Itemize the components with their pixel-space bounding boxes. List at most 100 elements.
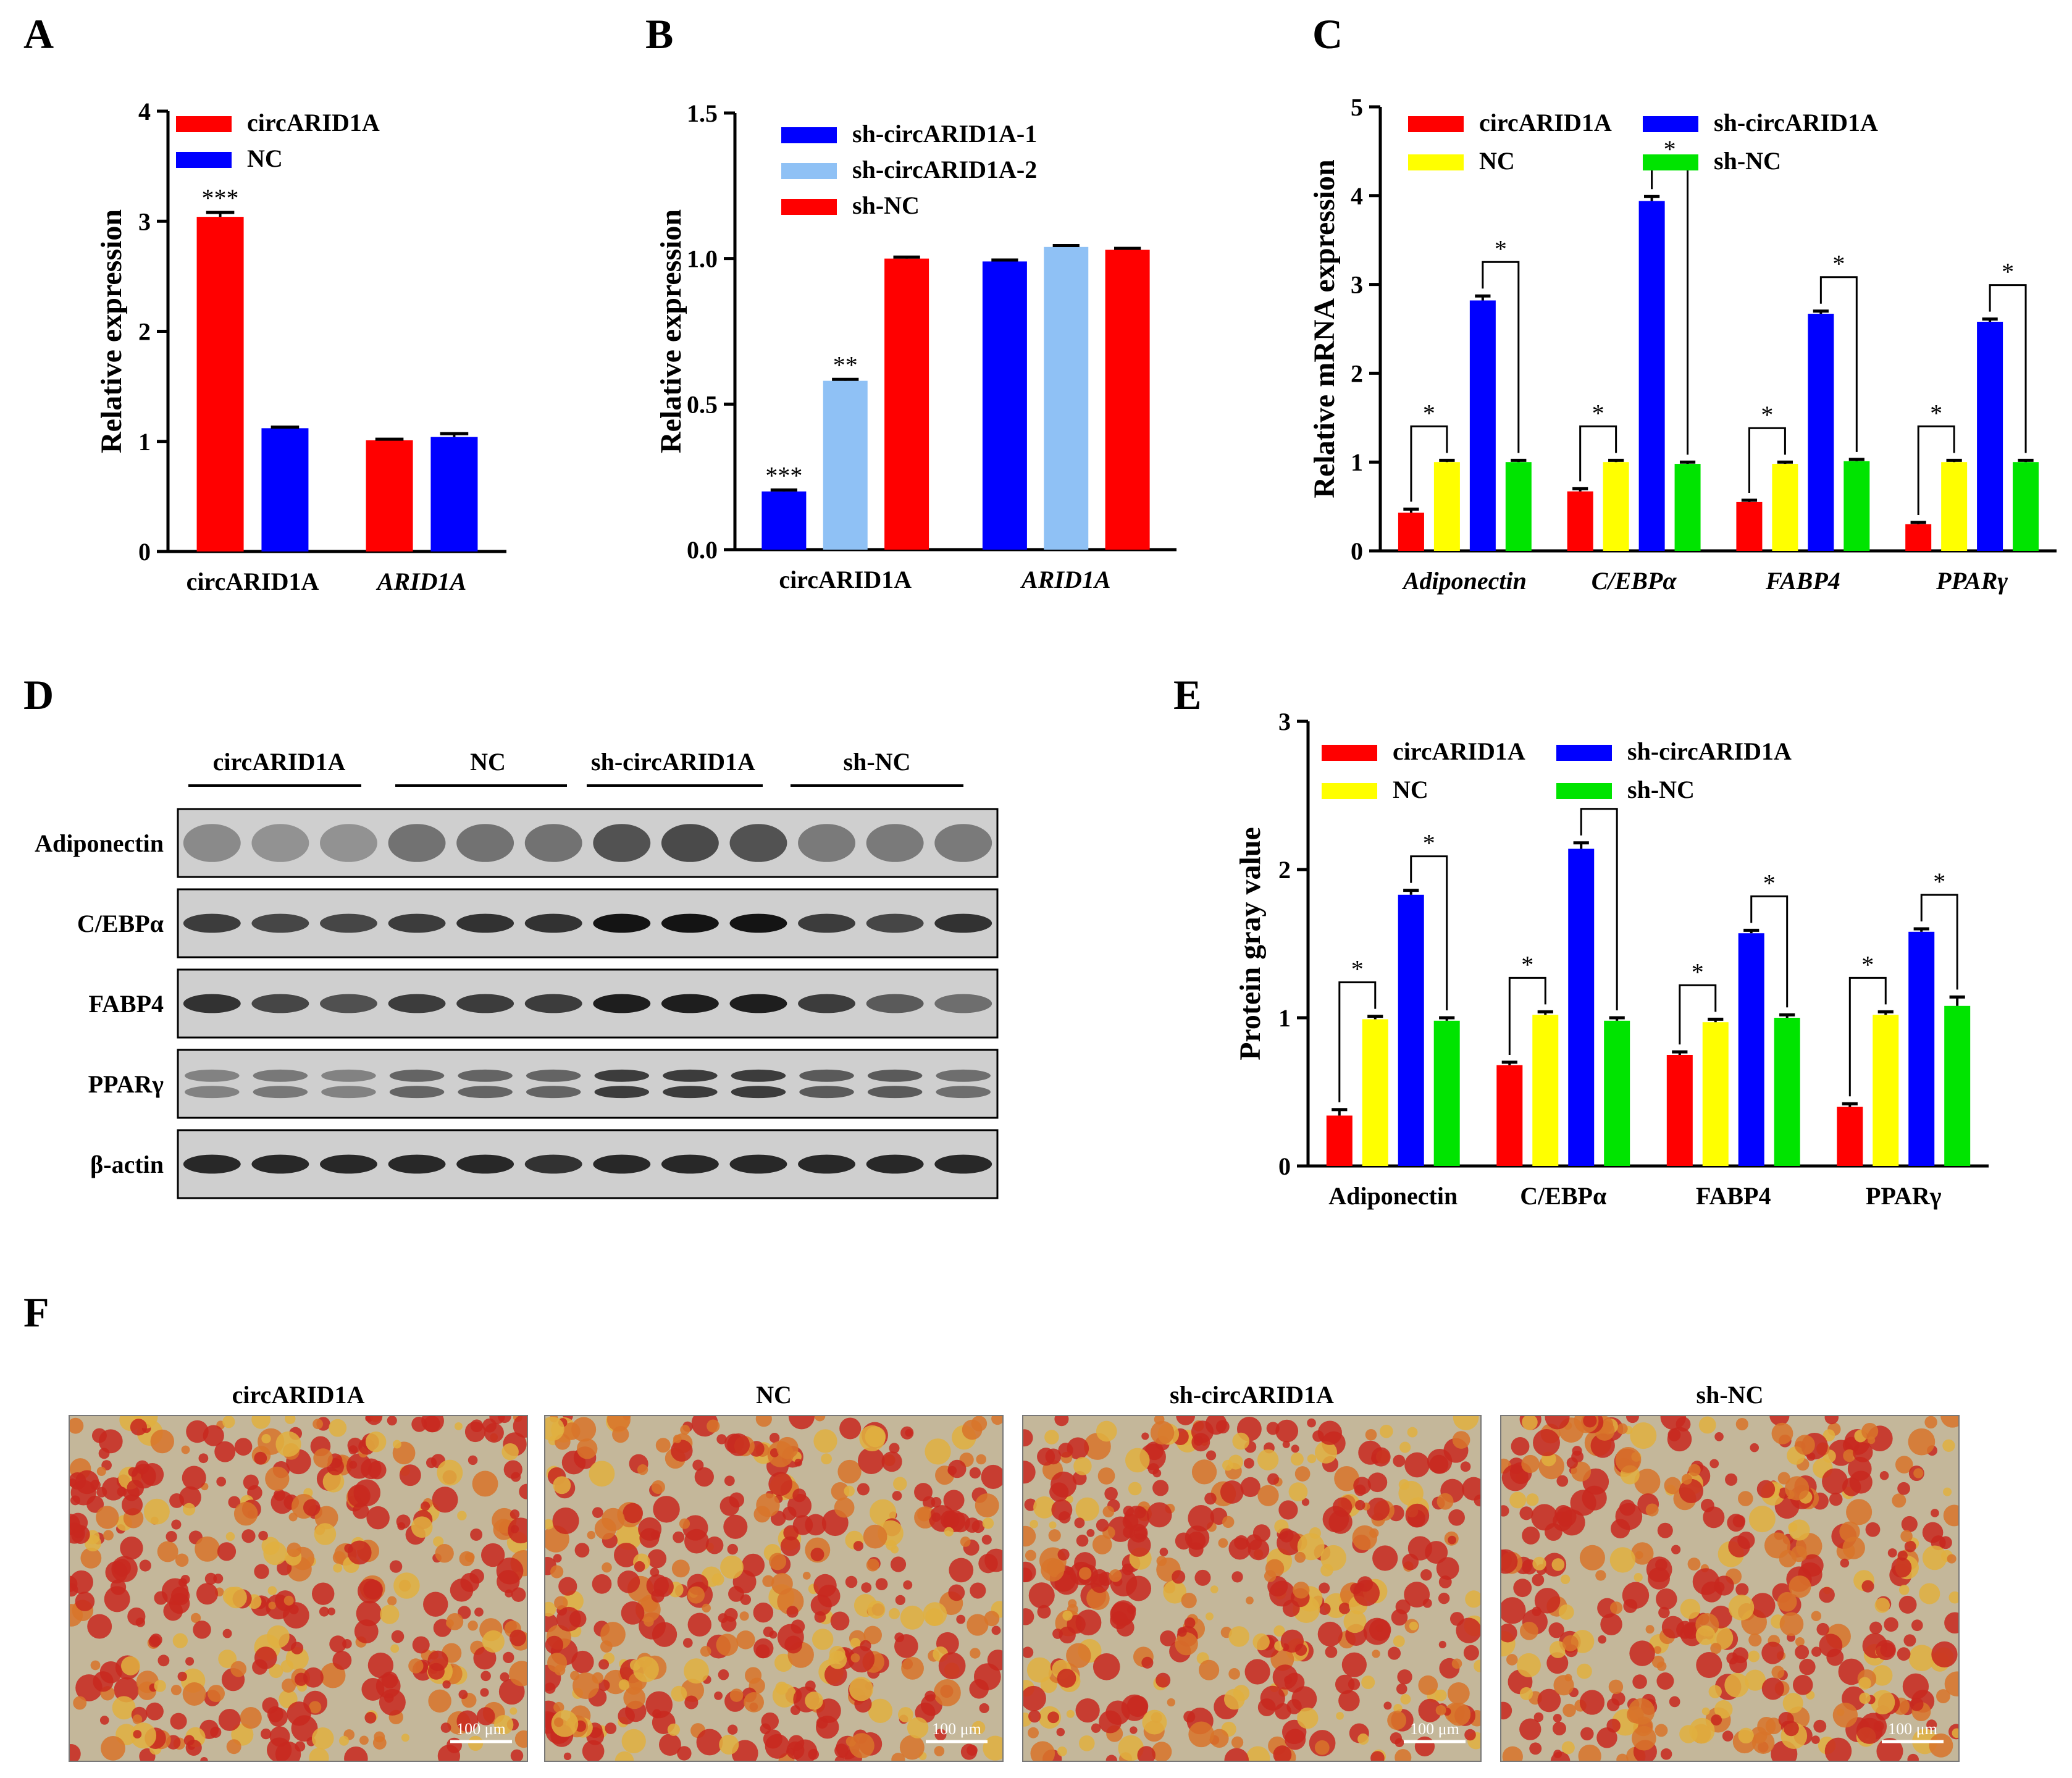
lipid-droplet xyxy=(1175,1532,1193,1550)
lipid-droplet xyxy=(1023,1646,1034,1658)
lipid-droplet xyxy=(1104,1487,1118,1501)
lipid-droplet xyxy=(1548,1622,1564,1638)
lipid-droplet xyxy=(914,1483,933,1502)
lipid-droplet xyxy=(214,1441,236,1462)
lipid-droplet xyxy=(365,1415,383,1425)
lipid-droplet xyxy=(545,1635,564,1654)
lipid-droplet xyxy=(1784,1721,1799,1737)
blot-band xyxy=(936,1086,991,1099)
category-label: C/EBPα xyxy=(1520,1182,1606,1210)
lipid-droplet xyxy=(1708,1685,1722,1698)
stain-border xyxy=(1022,1415,1482,1762)
lipid-droplet xyxy=(890,1556,907,1572)
lipid-droplet xyxy=(1156,1672,1171,1688)
lipid-droplet xyxy=(1297,1533,1325,1561)
lipid-droplet xyxy=(1297,1707,1319,1729)
lipid-droplet xyxy=(411,1516,433,1538)
lipid-droplet xyxy=(729,1688,744,1702)
lipid-droplet xyxy=(332,1651,352,1670)
lipid-droplet xyxy=(1353,1579,1380,1606)
lipid-droplet xyxy=(1025,1549,1036,1561)
lipid-droplet xyxy=(169,1493,185,1508)
lipid-droplet xyxy=(1436,1557,1459,1580)
blot-band xyxy=(183,824,241,862)
lipid-droplet xyxy=(1191,1459,1217,1485)
bar xyxy=(430,437,478,551)
lipid-droplet xyxy=(673,1531,685,1543)
lipid-droplet xyxy=(96,1466,106,1476)
lipid-droplet xyxy=(265,1466,290,1491)
lipid-droplet xyxy=(991,1625,1001,1635)
lipid-droplet xyxy=(594,1517,616,1540)
significance-stars: * xyxy=(1930,399,1942,427)
lipid-droplet xyxy=(1125,1575,1152,1601)
blot-band xyxy=(729,913,787,933)
lipid-droplet xyxy=(1750,1443,1760,1453)
lipid-droplet xyxy=(866,1558,879,1572)
lipid-droplet xyxy=(1843,1449,1856,1462)
blot-band xyxy=(526,1086,581,1099)
lipid-droplet xyxy=(69,1583,78,1597)
lipid-droplet xyxy=(769,1433,780,1443)
legend-swatch xyxy=(1643,116,1698,132)
lipid-droplet xyxy=(1879,1471,1889,1480)
bar xyxy=(1505,462,1532,551)
lipid-droplet xyxy=(157,1654,170,1667)
lipid-droplet xyxy=(1066,1643,1091,1668)
blot-band xyxy=(663,1086,718,1099)
lipid-droplet xyxy=(552,1507,579,1535)
bar xyxy=(1603,462,1629,551)
lipid-droplet xyxy=(1264,1570,1277,1582)
category-label: ARID1A xyxy=(1020,566,1111,593)
lipid-droplet xyxy=(1714,1432,1724,1441)
lipid-droplet xyxy=(1448,1535,1457,1545)
lipid-droplet xyxy=(1099,1710,1122,1734)
stain-border xyxy=(69,1415,528,1762)
lipid-droplet xyxy=(1725,1473,1738,1486)
lipid-droplet xyxy=(365,1431,387,1453)
y-axis-label: Relative mRNA expression xyxy=(1308,159,1341,498)
legend-swatch xyxy=(1556,745,1612,761)
lipid-droplet xyxy=(576,1438,598,1459)
lipid-droplet xyxy=(311,1582,335,1605)
significance-bracket xyxy=(1920,894,1958,990)
lipid-droplet xyxy=(1397,1669,1412,1685)
bar xyxy=(1433,462,1460,551)
lipid-droplet xyxy=(1867,1436,1876,1445)
lipid-droplet xyxy=(433,1536,444,1547)
chart-e: 0 1 2 3 Protein gray value Adiponectin C/EBPα F… xyxy=(1234,708,1989,1210)
lipid-droplet xyxy=(309,1748,329,1761)
lipid-droplet xyxy=(1631,1542,1654,1565)
lipid-droplet xyxy=(928,1505,956,1532)
lipid-droplet xyxy=(1939,1536,1952,1549)
legend-swatch xyxy=(781,163,837,179)
lipid-droplet xyxy=(923,1602,947,1626)
lipid-droplet xyxy=(1231,1571,1243,1583)
lipid-droplet xyxy=(1438,1592,1450,1604)
lipid-droplet xyxy=(1553,1750,1562,1758)
lipid-droplet xyxy=(251,1415,271,1429)
lipid-droplet xyxy=(103,1530,114,1541)
lipid-droplet xyxy=(182,1682,206,1706)
lipid-droplet xyxy=(1501,1464,1529,1491)
lipid-droplet xyxy=(1314,1740,1330,1755)
lipid-droplet xyxy=(1246,1746,1270,1761)
lipid-droplet xyxy=(1086,1528,1095,1537)
lipid-droplet xyxy=(671,1440,693,1462)
bar xyxy=(1469,300,1496,551)
lipid-droplet xyxy=(881,1451,902,1472)
lipid-droplet xyxy=(329,1635,346,1653)
lipid-droplet xyxy=(1332,1497,1353,1517)
lipid-droplet xyxy=(69,1513,80,1535)
lipid-droplet xyxy=(1191,1433,1210,1452)
y-tick-label: 0 xyxy=(1278,1152,1291,1180)
lipid-droplet xyxy=(975,1493,999,1518)
lipid-droplet xyxy=(1579,1545,1605,1570)
lipid-droplet xyxy=(1438,1640,1446,1649)
lipid-droplet xyxy=(1615,1503,1643,1530)
stain-title: NC xyxy=(756,1381,792,1409)
bar xyxy=(1977,321,2003,551)
lipid-droplet xyxy=(1931,1509,1939,1517)
lipid-droplet xyxy=(480,1688,489,1697)
lipid-droplet xyxy=(938,1652,966,1680)
